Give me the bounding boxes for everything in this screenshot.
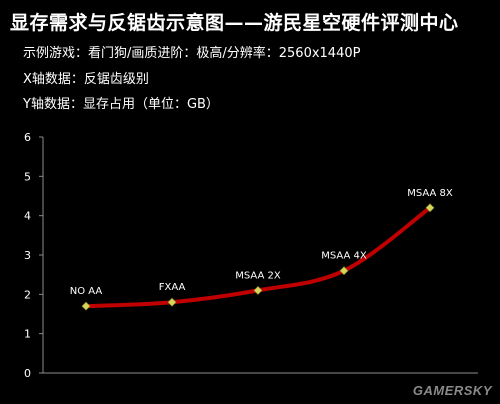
- data-label: MSAA 8X: [407, 188, 453, 199]
- data-point-marker: [81, 301, 91, 311]
- data-point-marker: [339, 266, 349, 276]
- y-tick-label: 6: [24, 131, 31, 144]
- data-point-marker: [425, 203, 435, 213]
- data-labels: NO AA FXAA MSAA 2X MSAA 4X MSAA 8X: [70, 188, 453, 297]
- game-settings-note: 示例游戏：看门狗/画质进阶：极高/分辨率：2560x1440P: [23, 46, 361, 61]
- data-label: MSAA 2X: [235, 270, 281, 281]
- data-point-marker: [253, 285, 263, 295]
- y-tick-label: 0: [24, 367, 31, 380]
- gamersky-watermark: GAMERSKY: [412, 383, 492, 398]
- data-label: NO AA: [70, 286, 103, 297]
- y-tick-label: 2: [24, 288, 31, 301]
- chart-axes: [39, 136, 478, 374]
- chart-title: 显存需求与反锯齿示意图——游民星空硬件评测中心: [10, 12, 459, 34]
- data-label: FXAA: [159, 282, 186, 293]
- data-markers: [81, 203, 435, 311]
- y-tick-labels: 0 1 2 3 4 5 6: [24, 131, 31, 380]
- y-tick-label: 5: [24, 170, 31, 183]
- data-point-marker: [167, 297, 177, 307]
- y-tick-label: 3: [24, 249, 31, 262]
- y-tick-label: 4: [24, 210, 31, 223]
- x-axis-note: X轴数据：反锯齿级别: [23, 72, 149, 87]
- y-axis-note: Y轴数据：显存占用（单位：GB）: [23, 97, 219, 112]
- y-tick-label: 1: [24, 328, 31, 341]
- data-label: MSAA 4X: [321, 251, 367, 262]
